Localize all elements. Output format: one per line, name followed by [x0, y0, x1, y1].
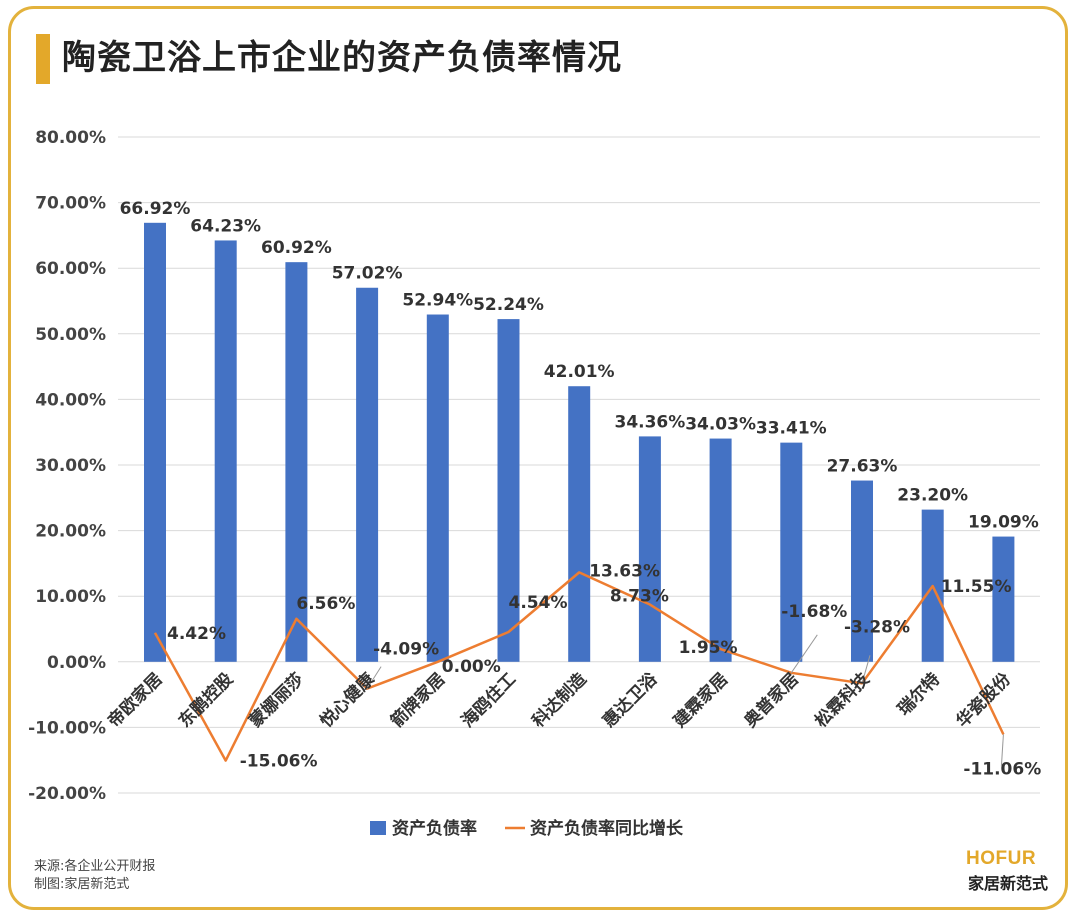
bar-data-label: 19.09%: [968, 513, 1039, 533]
bar-data-label: 33.41%: [756, 419, 827, 439]
page-title: 陶瓷卫浴上市企业的资产负债率情况: [62, 38, 622, 78]
y-tick-label: 20.00%: [35, 522, 106, 542]
y-tick-label: -20.00%: [28, 784, 106, 804]
x-category-label: 帝欧家居: [104, 669, 167, 732]
x-category-label: 海鸥住工: [457, 669, 520, 732]
brand-logo-text: HOFUR: [966, 848, 1037, 869]
line-data-label: 1.95%: [679, 638, 738, 658]
brand-logo-subtext: 家居新范式: [968, 874, 1049, 893]
legend-bar-label: 资产负债率: [392, 818, 477, 839]
y-tick-label: 30.00%: [35, 456, 106, 476]
bar: [851, 480, 873, 662]
made-by-note: 制图:家居新范式: [34, 877, 130, 892]
line-data-label: -1.68%: [781, 602, 847, 622]
bar-data-label: 23.20%: [897, 486, 968, 506]
x-category-label: 悦心健康: [316, 668, 380, 732]
title-accent-bar: [36, 34, 50, 84]
bar-data-label: 34.36%: [614, 412, 685, 432]
bar: [214, 240, 237, 662]
y-tick-label: 50.00%: [35, 325, 106, 345]
bar: [497, 319, 520, 662]
bar: [992, 536, 1015, 662]
bar-data-label: 60.92%: [261, 238, 332, 258]
line-data-label: 13.63%: [589, 561, 660, 581]
bar: [709, 438, 732, 662]
legend-bar-swatch: [370, 821, 386, 835]
label-leader-line: [366, 666, 382, 689]
y-tick-label: 60.00%: [35, 259, 106, 279]
bar-data-label: 52.24%: [473, 295, 544, 315]
footer-notes: 来源:各企业公开财报 制图:家居新范式: [34, 858, 155, 894]
x-category-label: 科达制造: [528, 668, 592, 732]
y-tick-label: 80.00%: [35, 128, 106, 148]
line-data-label: 4.42%: [167, 624, 226, 644]
legend-line-label: 资产负债率同比增长: [530, 818, 684, 839]
bar: [638, 436, 661, 662]
y-tick-label: 70.00%: [35, 194, 106, 214]
bar-data-label: 42.01%: [544, 362, 615, 382]
line-data-label: -11.06%: [963, 759, 1041, 779]
y-tick-label: 10.00%: [35, 587, 106, 607]
bar-data-label: 57.02%: [332, 264, 403, 284]
bar: [285, 262, 308, 662]
line-data-label: 0.00%: [442, 657, 501, 677]
bar: [568, 386, 591, 662]
line-data-label: 8.73%: [610, 587, 669, 607]
y-tick-label: 0.00%: [47, 653, 106, 673]
line-data-label: 6.56%: [296, 594, 355, 614]
bar: [780, 442, 803, 662]
line-data-label: -3.28%: [844, 617, 910, 637]
x-category-label: 惠达卫浴: [599, 668, 663, 732]
y-tick-label: 40.00%: [35, 390, 106, 410]
line-data-label: -4.09%: [373, 640, 439, 660]
bar-data-label: 64.23%: [190, 216, 261, 236]
label-leader-line: [1000, 734, 1004, 767]
bar-data-label: 27.63%: [827, 457, 898, 477]
x-category-label: 瑞尔特: [893, 669, 944, 720]
source-note: 来源:各企业公开财报: [34, 859, 156, 874]
bar: [356, 287, 379, 662]
line-data-label: 4.54%: [509, 593, 568, 613]
x-category-label: 建霖家居: [669, 669, 732, 732]
label-leader-line: [790, 634, 818, 674]
bar: [426, 314, 449, 662]
line-data-label: 11.55%: [941, 577, 1012, 597]
y-tick-label: -10.00%: [28, 718, 106, 738]
bar-data-label: 66.92%: [120, 199, 191, 219]
x-category-label: 华瓷股份: [952, 668, 1016, 732]
line-data-label: -15.06%: [240, 752, 318, 772]
chart-frame: [8, 6, 1068, 910]
label-leader-line: [861, 655, 871, 684]
bar-data-label: 34.03%: [685, 415, 756, 435]
x-category-label: 奥普家居: [740, 669, 803, 732]
bar-data-label: 52.94%: [402, 291, 473, 311]
bar: [144, 222, 166, 662]
